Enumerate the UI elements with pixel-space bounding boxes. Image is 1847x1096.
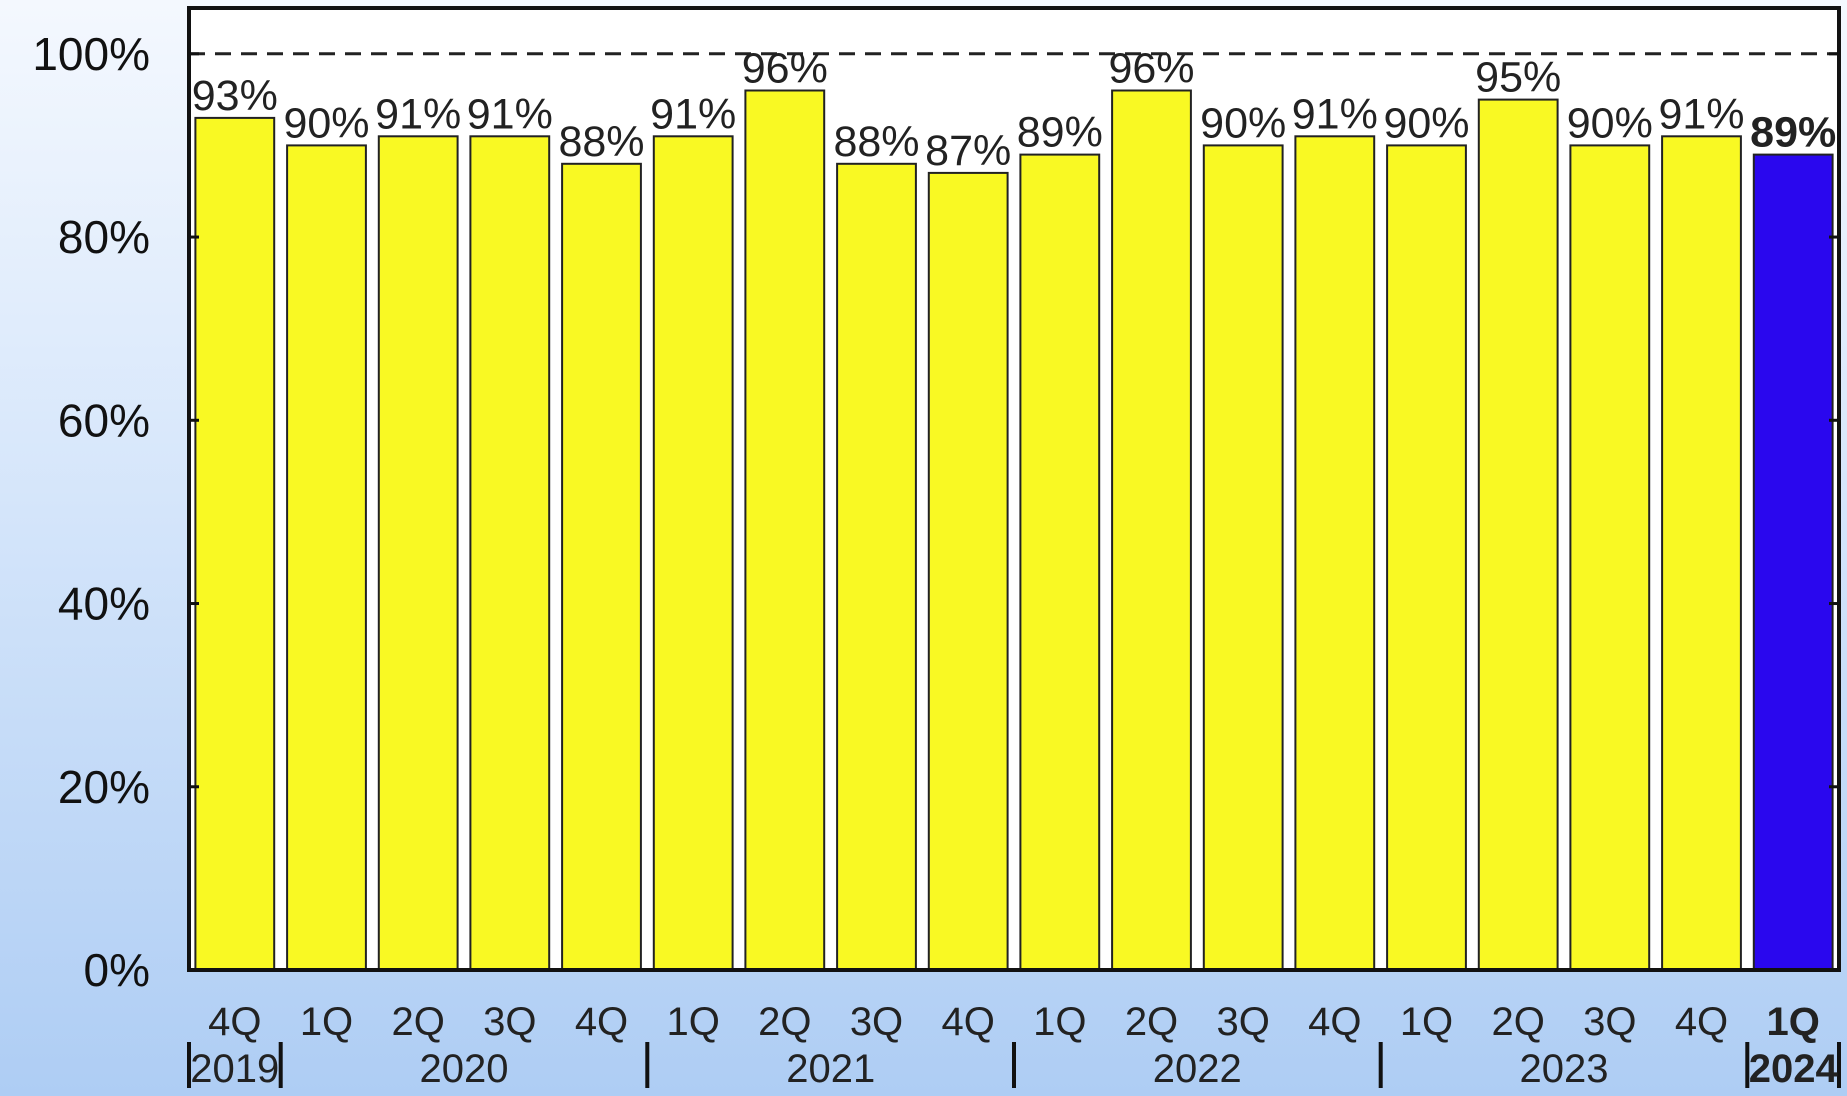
bar (194, 116, 276, 971)
data-label: 91% (467, 90, 553, 138)
x-tick-label: 2Q (1125, 1000, 1178, 1044)
data-label: 88% (558, 118, 644, 166)
bar (377, 135, 459, 972)
data-label: 88% (833, 118, 919, 166)
plot-frame (187, 6, 1841, 972)
y-axis-labels: 0% 20% 40% 60% 80% 100% (32, 28, 150, 996)
data-label: 90% (1200, 99, 1286, 147)
y-tick-label: 80% (58, 211, 150, 263)
bar (286, 144, 367, 971)
plot-area (189, 8, 1839, 970)
bar (1111, 89, 1192, 971)
data-label: 90% (1383, 99, 1469, 147)
bar (652, 135, 734, 972)
x-tick-label: 4Q (1675, 1000, 1728, 1044)
bar (744, 89, 826, 971)
bar (1661, 135, 1742, 972)
data-label: 95% (1475, 54, 1561, 102)
bar (1752, 153, 1834, 972)
data-label: 91% (375, 90, 461, 138)
bar (927, 171, 1009, 971)
data-label: 93% (192, 72, 278, 120)
bar (1019, 153, 1101, 972)
y-tick-label: 20% (58, 761, 150, 813)
year-label: 2023 (1520, 1047, 1609, 1091)
bar (469, 135, 551, 972)
data-label: 96% (1108, 45, 1194, 93)
data-label: 89% (1017, 109, 1103, 157)
y-tick-label: 60% (58, 394, 150, 446)
data-label: 91% (1292, 90, 1378, 138)
bar (1294, 135, 1376, 972)
bar (1386, 144, 1467, 971)
x-tick-label: 4Q (575, 1000, 628, 1044)
year-label: 2019 (190, 1047, 279, 1091)
bar (561, 162, 642, 972)
x-tick-label: 1Q (300, 1000, 353, 1044)
x-tick-label: 3Q (483, 1000, 536, 1044)
x-tick-label: 1Q (667, 1000, 720, 1044)
bar (1202, 144, 1284, 971)
year-labels: 2019 2020 2021 2022 2023 2024 (187, 1042, 1841, 1091)
year-label: 2021 (786, 1047, 875, 1091)
y-tick-label: 100% (32, 28, 150, 80)
data-label: 89% (1750, 109, 1836, 157)
year-label: 2024 (1749, 1047, 1839, 1091)
x-tick-label: 4Q (1308, 1000, 1361, 1044)
bar (1477, 98, 1559, 972)
year-label: 2020 (420, 1047, 509, 1091)
x-tick-label: 3Q (1583, 1000, 1636, 1044)
bar (836, 162, 917, 972)
x-tick-label: 1Q (1033, 1000, 1086, 1044)
data-labels: 93%90% 91% 91%88%91%96%88% 87% 89%96%90% 91% 9… (192, 45, 1836, 175)
data-label: 90% (283, 99, 369, 147)
x-tick-label: 2Q (392, 1000, 445, 1044)
y-tick-label: 40% (58, 578, 150, 630)
data-label: 96% (742, 45, 828, 93)
x-tick-label: 1Q (1767, 1000, 1820, 1044)
quarter-labels: 4Q 1Q 2Q 3Q 4Q 1Q 2Q 3Q 4Q 1Q 2Q 3Q 4Q 1Q 2Q 3Q 4Q 1Q (208, 1000, 1820, 1044)
data-label: 91% (1658, 90, 1744, 138)
year-label: 2022 (1153, 1047, 1242, 1091)
bars-group (194, 89, 1834, 972)
x-tick-label: 2Q (758, 1000, 811, 1044)
bar (1569, 144, 1651, 971)
x-tick-label: 3Q (850, 1000, 903, 1044)
x-tick-label: 1Q (1400, 1000, 1453, 1044)
x-tick-label: 4Q (208, 1000, 261, 1044)
data-label: 87% (925, 127, 1011, 175)
y-tick-label: 0% (84, 944, 150, 996)
x-tick-label: 2Q (1492, 1000, 1545, 1044)
x-tick-label: 4Q (942, 1000, 995, 1044)
data-label: 90% (1567, 99, 1653, 147)
x-tick-label: 3Q (1217, 1000, 1270, 1044)
data-label: 91% (650, 90, 736, 138)
